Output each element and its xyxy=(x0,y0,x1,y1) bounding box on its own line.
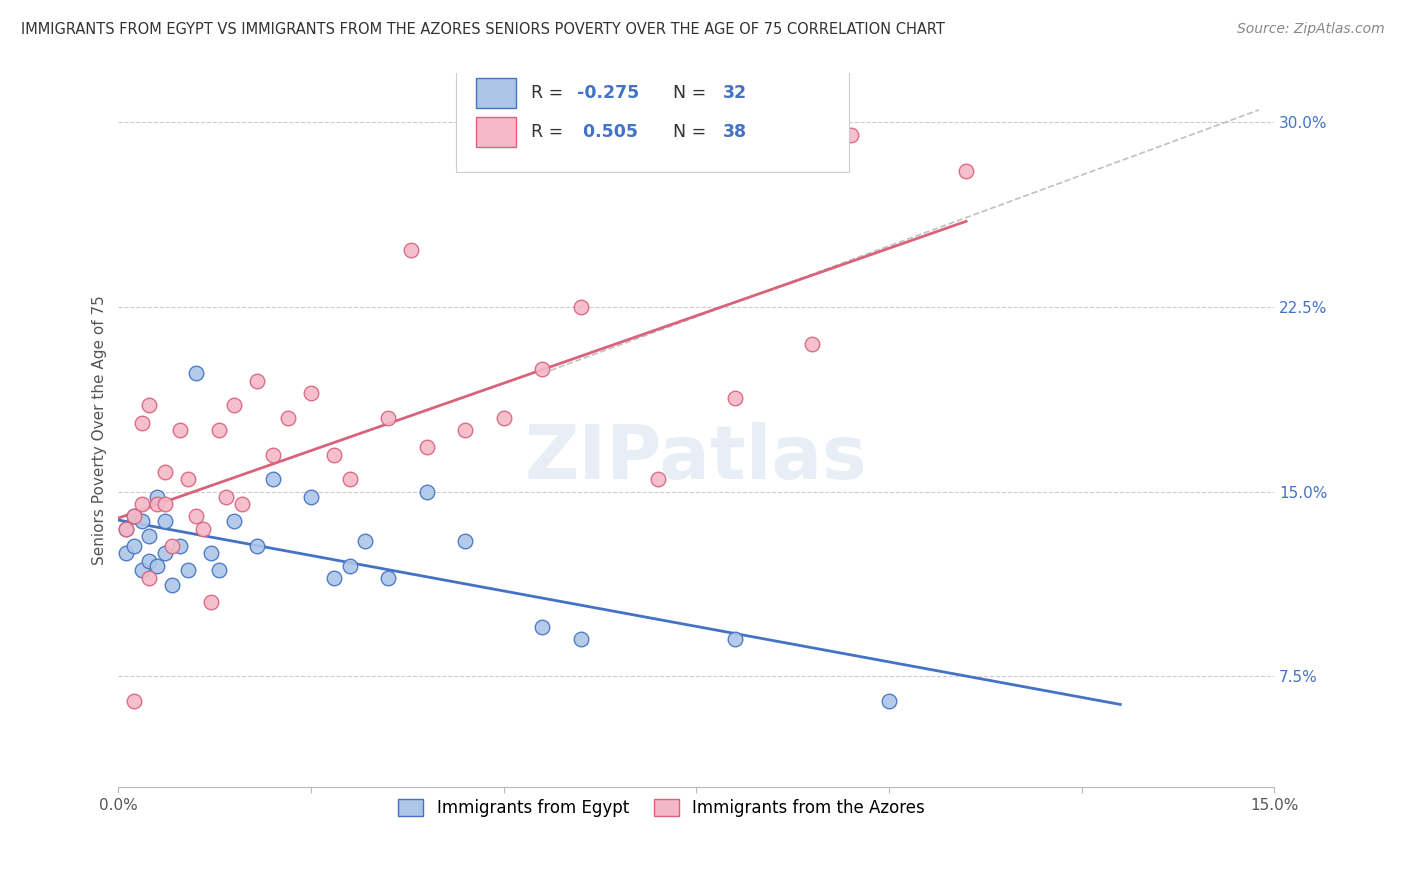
Text: Source: ZipAtlas.com: Source: ZipAtlas.com xyxy=(1237,22,1385,37)
Point xyxy=(877,694,900,708)
Point xyxy=(122,509,145,524)
Point xyxy=(569,300,592,314)
Point xyxy=(115,522,138,536)
Point xyxy=(231,497,253,511)
Text: N =: N = xyxy=(673,84,711,102)
Point xyxy=(131,564,153,578)
Point xyxy=(647,472,669,486)
Point xyxy=(200,546,222,560)
Point xyxy=(454,533,477,548)
Point xyxy=(531,361,554,376)
Point xyxy=(177,564,200,578)
Point xyxy=(415,484,437,499)
Point xyxy=(153,465,176,479)
Point xyxy=(200,595,222,609)
Point xyxy=(169,423,191,437)
Point xyxy=(339,558,361,573)
Point xyxy=(131,497,153,511)
FancyBboxPatch shape xyxy=(475,78,516,108)
Point xyxy=(115,522,138,536)
Point xyxy=(415,440,437,454)
Point xyxy=(153,514,176,528)
Point xyxy=(122,694,145,708)
Point xyxy=(122,509,145,524)
Text: 0.505: 0.505 xyxy=(578,122,638,141)
Point xyxy=(162,539,184,553)
Point xyxy=(207,423,229,437)
Point xyxy=(323,448,346,462)
Text: 38: 38 xyxy=(723,122,747,141)
Point xyxy=(184,367,207,381)
Point xyxy=(246,539,269,553)
Point xyxy=(323,571,346,585)
Point xyxy=(222,399,245,413)
Point xyxy=(454,423,477,437)
Point xyxy=(138,529,160,543)
Point xyxy=(184,509,207,524)
Point xyxy=(215,490,238,504)
Point xyxy=(724,632,747,647)
Point xyxy=(354,533,377,548)
Text: ZIPatlas: ZIPatlas xyxy=(524,422,868,495)
Point xyxy=(138,553,160,567)
Point xyxy=(262,472,284,486)
Point xyxy=(122,539,145,553)
Point xyxy=(377,410,399,425)
Point xyxy=(262,448,284,462)
Point xyxy=(299,490,322,504)
Point xyxy=(277,410,299,425)
Point xyxy=(955,164,977,178)
Point xyxy=(569,632,592,647)
Point xyxy=(177,472,200,486)
Point xyxy=(222,514,245,528)
Point xyxy=(193,522,215,536)
Text: 32: 32 xyxy=(723,84,747,102)
Point xyxy=(299,386,322,401)
Text: R =: R = xyxy=(531,84,569,102)
Point xyxy=(401,244,423,258)
FancyBboxPatch shape xyxy=(475,117,516,146)
Text: IMMIGRANTS FROM EGYPT VS IMMIGRANTS FROM THE AZORES SENIORS POVERTY OVER THE AGE: IMMIGRANTS FROM EGYPT VS IMMIGRANTS FROM… xyxy=(21,22,945,37)
Point xyxy=(131,416,153,430)
Point xyxy=(153,546,176,560)
Point xyxy=(162,578,184,592)
Text: N =: N = xyxy=(673,122,711,141)
Y-axis label: Seniors Poverty Over the Age of 75: Seniors Poverty Over the Age of 75 xyxy=(93,295,107,565)
Point xyxy=(138,571,160,585)
Point xyxy=(115,546,138,560)
Point xyxy=(801,337,824,351)
Point xyxy=(724,391,747,405)
Point xyxy=(246,374,269,388)
Point xyxy=(153,497,176,511)
Point xyxy=(339,472,361,486)
Point xyxy=(146,558,169,573)
Point xyxy=(839,128,862,142)
Text: R =: R = xyxy=(531,122,569,141)
Legend: Immigrants from Egypt, Immigrants from the Azores: Immigrants from Egypt, Immigrants from t… xyxy=(389,790,934,825)
Point xyxy=(531,620,554,634)
Point xyxy=(138,399,160,413)
Point xyxy=(146,490,169,504)
FancyBboxPatch shape xyxy=(456,64,849,171)
Point xyxy=(492,410,515,425)
Point xyxy=(131,514,153,528)
Point xyxy=(169,539,191,553)
Point xyxy=(146,497,169,511)
Text: -0.275: -0.275 xyxy=(578,84,640,102)
Point xyxy=(377,571,399,585)
Point xyxy=(207,564,229,578)
